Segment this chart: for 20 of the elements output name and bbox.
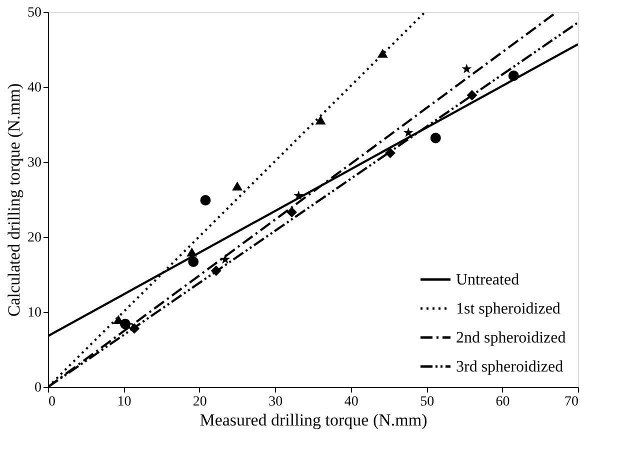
y-tick-label: 50 (28, 6, 42, 20)
legend-label: Untreated (456, 272, 520, 288)
x-tick-label: 70 (564, 394, 578, 410)
x-tick-label: 30 (268, 394, 283, 410)
y-tick-label: 10 (28, 306, 42, 320)
y-axis-title: Calculated drilling torque (N.mm) (4, 83, 24, 317)
legend-label: 1st spheroidized (456, 300, 560, 318)
x-tick-label: 40 (344, 394, 358, 410)
x-tick-label: 20 (192, 394, 207, 410)
x-tick-label: 60 (496, 394, 510, 410)
x-tick-label: 0 (48, 394, 56, 410)
y-tick-label: 20 (28, 230, 42, 246)
legend-label: 2nd spheroidized (456, 330, 566, 346)
x-tick-label: 50 (420, 394, 434, 410)
x-tick-label: 10 (117, 394, 132, 410)
x-axis-title: Measured drilling torque (N.mm) (200, 410, 428, 430)
y-tick-label: 40 (28, 80, 42, 96)
y-tick-label: 30 (28, 156, 42, 170)
y-tick-label: 0 (34, 380, 42, 396)
legend-label: 3rd spheroidized (456, 358, 564, 376)
